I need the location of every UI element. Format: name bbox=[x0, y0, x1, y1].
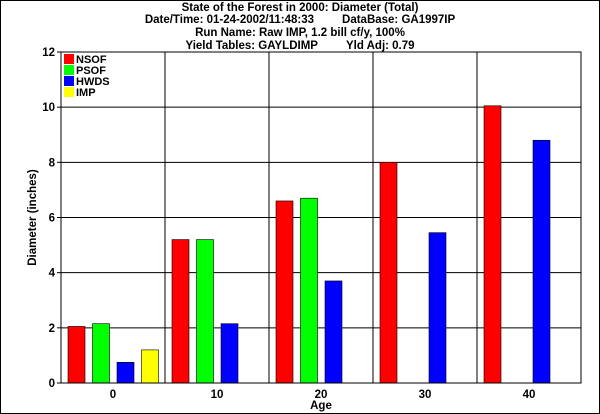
y-tick-label-4: 8 bbox=[49, 157, 56, 169]
legend-swatch-imp bbox=[64, 87, 74, 97]
y-tick-label-6: 12 bbox=[42, 47, 55, 59]
bar-nsof-age-20 bbox=[275, 200, 294, 384]
bar-hwds-age-40 bbox=[532, 139, 551, 384]
datetime-label: Date/Time: 01-24-2002/11:48:33 bbox=[144, 14, 315, 26]
y-tick-label-3: 6 bbox=[49, 213, 55, 225]
run-name-label: Run Name: Raw IMP, 1.2 bill cf/y, 100% bbox=[195, 27, 405, 39]
bar-psof-age-20 bbox=[300, 197, 318, 384]
legend-label-nsof: NSOF bbox=[76, 54, 107, 66]
x-tick-label-2: 20 bbox=[315, 389, 328, 401]
x-tick-label-3: 30 bbox=[419, 389, 432, 401]
bar-nsof-age-0 bbox=[67, 326, 86, 384]
x-tick-label-1: 10 bbox=[211, 389, 224, 401]
legend-label-hwds: HWDS bbox=[76, 76, 110, 88]
grid bbox=[61, 52, 581, 383]
chart-title: State of the Forest in 2000: Diameter (T… bbox=[181, 2, 419, 14]
y-tick-label-1: 2 bbox=[49, 323, 55, 335]
datetime-database-line: Date/Time: 01-24-2002/11:48:33 DataBase: … bbox=[0, 14, 600, 27]
bars bbox=[67, 105, 551, 384]
legend-swatch-nsof bbox=[64, 54, 74, 64]
y-tick-label-2: 4 bbox=[49, 268, 56, 280]
database-label: DataBase: GA1997IP bbox=[342, 14, 456, 26]
x-tick-label-4: 40 bbox=[523, 389, 536, 401]
y-tick-label-0: 0 bbox=[49, 378, 55, 390]
yield-tables-line: Yield Tables: GAYLDIMP Yld Adj: 0.79 bbox=[0, 40, 600, 53]
bar-psof-age-0 bbox=[92, 323, 110, 384]
yield-tables-label: Yield Tables: GAYLDIMP bbox=[185, 40, 318, 52]
bar-hwds-age-0 bbox=[116, 362, 135, 384]
legend-label-psof: PSOF bbox=[76, 65, 106, 77]
yld-adj-label: Yld Adj: 0.79 bbox=[345, 40, 415, 52]
y-axis-label: Diameter (inches) bbox=[27, 169, 39, 266]
bar-nsof-age-40 bbox=[483, 105, 502, 384]
x-axis-label: Age bbox=[310, 400, 332, 412]
bar-nsof-age-30 bbox=[379, 162, 398, 384]
x-ticks: 0 10 20 30 40 bbox=[110, 389, 536, 401]
x-tick-label-0: 0 bbox=[110, 389, 116, 401]
bar-hwds-age-30 bbox=[428, 232, 447, 384]
legend-swatch-hwds bbox=[64, 76, 74, 86]
bar-hwds-age-20 bbox=[324, 280, 343, 384]
legend-label-imp: IMP bbox=[76, 87, 96, 99]
y-tick-label-5: 10 bbox=[42, 102, 55, 114]
y-ticks: 0 2 4 6 8 10 12 bbox=[42, 47, 61, 390]
legend-swatch-psof bbox=[64, 65, 74, 75]
bar-imp-age-0 bbox=[141, 349, 159, 384]
bar-psof-age-10 bbox=[196, 239, 214, 384]
bar-nsof-age-10 bbox=[171, 239, 190, 384]
bar-hwds-age-10 bbox=[220, 323, 239, 384]
